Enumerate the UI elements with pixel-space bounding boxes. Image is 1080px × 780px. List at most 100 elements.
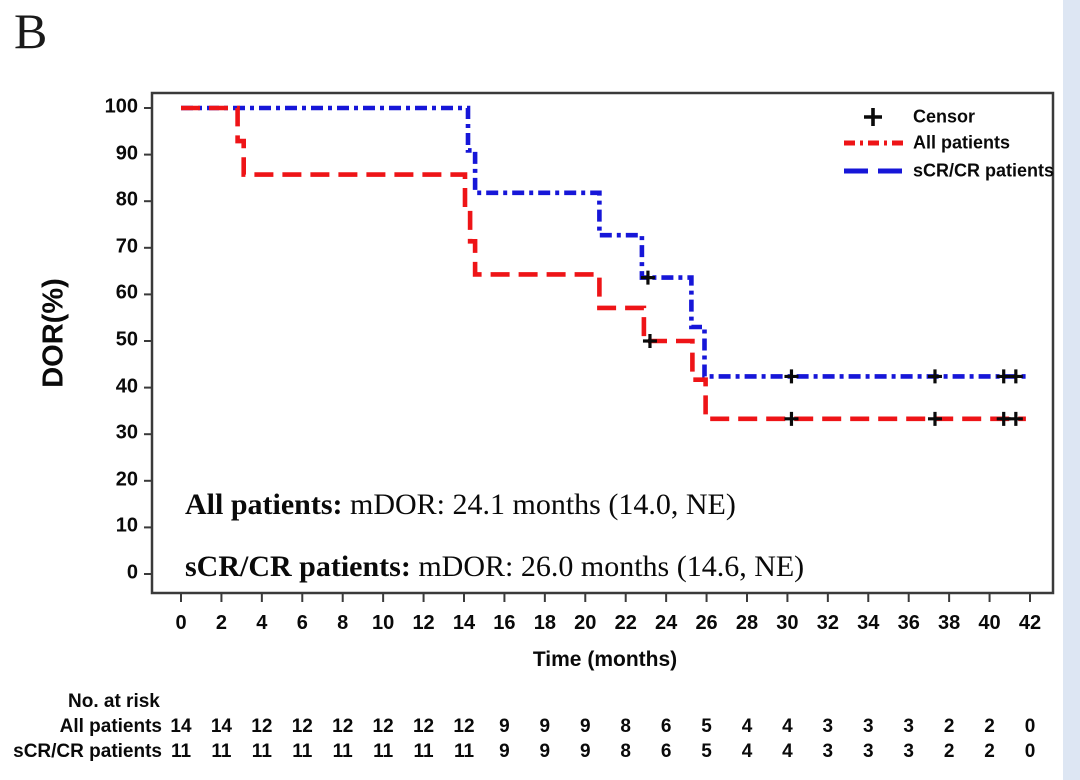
risk-value: 3 (903, 741, 914, 762)
risk-value: 9 (499, 716, 510, 737)
risk-value: 14 (170, 716, 192, 737)
risk-value: 2 (984, 741, 995, 762)
x-tick-label: 10 (372, 612, 395, 634)
annotation-scr-cr-patients-label: sCR/CR patients: (185, 550, 411, 583)
y-tick-label: 40 (115, 375, 138, 398)
risk-value: 11 (373, 741, 394, 762)
risk-value: 3 (822, 741, 834, 762)
risk-value: 12 (453, 716, 475, 737)
x-tick-label: 34 (857, 612, 880, 634)
legend-censor-plus-icon (864, 108, 882, 126)
risk-value: 8 (620, 741, 631, 762)
x-tick-label: 30 (776, 612, 799, 634)
y-tick-label: 90 (115, 142, 138, 165)
y-tick-label: 100 (104, 95, 138, 118)
risk-value: 12 (412, 716, 435, 737)
x-tick-label: 24 (655, 612, 678, 634)
x-tick-label: 20 (574, 612, 597, 634)
risk-value: 9 (499, 741, 510, 762)
y-axis-title: DOR(%) (37, 278, 70, 388)
x-tick-label: 6 (296, 612, 308, 634)
annotation-scr-cr-patients-text: mDOR: 26.0 months (14.6, NE) (410, 550, 805, 583)
annotation-scr-cr-patients: sCR/CR patients: mDOR: 26.0 months (14.6… (185, 550, 804, 584)
risk-value: 3 (862, 741, 874, 762)
risk-table-title: No. at risk (68, 691, 160, 712)
risk-value: 9 (539, 741, 551, 762)
risk-value: 3 (903, 716, 914, 737)
risk-value: 6 (660, 741, 672, 762)
risk-value: 9 (579, 716, 591, 737)
risk-value: 4 (741, 716, 753, 737)
x-tick-label: 18 (533, 612, 556, 634)
risk-value: 11 (251, 741, 272, 762)
censor-mark (996, 411, 1011, 426)
risk-value: 6 (660, 716, 672, 737)
risk-value: 11 (453, 741, 475, 762)
annotation-all-patients-label: All patients: (185, 488, 343, 521)
risk-value: 2 (943, 741, 955, 762)
censor-mark (1008, 411, 1023, 426)
risk-value: 2 (984, 716, 995, 737)
risk-value: 12 (372, 716, 394, 737)
legend-label-all-patients: All patients (913, 132, 1011, 153)
risk-value: 4 (741, 741, 753, 762)
risk-value: 8 (620, 716, 631, 737)
x-tick-label: 26 (695, 612, 718, 634)
x-tick-label: 8 (337, 612, 349, 634)
risk-value: 9 (579, 741, 591, 762)
x-tick-label: 32 (816, 612, 839, 634)
x-tick-label: 0 (175, 612, 187, 634)
risk-value: 11 (413, 741, 434, 762)
y-tick-label: 70 (115, 235, 138, 258)
risk-value: 4 (782, 716, 793, 737)
risk-value: 9 (539, 716, 551, 737)
risk-value: 12 (332, 716, 354, 737)
y-tick-label: 20 (115, 468, 138, 491)
censor-mark (1008, 369, 1023, 384)
annotation-all-patients: All patients: mDOR: 24.1 months (14.0, N… (185, 488, 736, 522)
y-tick-label: 0 (126, 561, 138, 584)
censor-mark (996, 369, 1011, 384)
x-tick-label: 40 (978, 612, 1001, 634)
background-strip (1063, 0, 1080, 780)
annotation-all-patients-text: mDOR: 24.1 months (14.0, NE) (342, 488, 736, 521)
risk-value: 14 (210, 716, 232, 737)
x-tick-label: 16 (493, 612, 516, 634)
censor-mark (784, 369, 799, 384)
x-tick-label: 42 (1018, 612, 1042, 634)
censor-mark (927, 411, 942, 426)
x-tick-label: 12 (412, 612, 435, 634)
risk-value: 0 (1024, 741, 1036, 762)
risk-value: 11 (211, 741, 232, 762)
plot-border (150, 91, 1055, 595)
censor-mark (640, 270, 655, 285)
y-tick-label: 50 (115, 328, 138, 351)
x-tick-label: 14 (452, 612, 476, 634)
x-tick-label: 36 (897, 612, 920, 634)
risk-value: 5 (701, 741, 712, 762)
censor-mark (784, 411, 799, 426)
y-tick-label: 30 (115, 421, 138, 444)
risk-value: 11 (292, 741, 313, 762)
risk-value: 3 (822, 716, 834, 737)
y-tick-label: 60 (115, 281, 138, 304)
x-tick-label: 38 (938, 612, 961, 634)
x-tick-label: 4 (256, 612, 268, 634)
risk-value: 12 (291, 716, 313, 737)
risk-value: 12 (251, 716, 273, 737)
risk-row-label-scr-cr-patients: sCR/CR patients (13, 741, 162, 762)
risk-value: 2 (943, 716, 955, 737)
y-tick-label: 10 (115, 514, 138, 537)
y-tick-label: 80 (115, 188, 138, 211)
risk-value: 11 (332, 741, 353, 762)
panel-letter: B (14, 3, 48, 59)
km-curve-all-patients (181, 105, 1026, 422)
x-tick-label: 2 (215, 612, 227, 634)
risk-value: 3 (862, 716, 874, 737)
risk-value: 0 (1024, 716, 1036, 737)
risk-value: 5 (701, 716, 712, 737)
censor-mark (927, 369, 942, 384)
x-tick-label: 28 (735, 612, 759, 634)
